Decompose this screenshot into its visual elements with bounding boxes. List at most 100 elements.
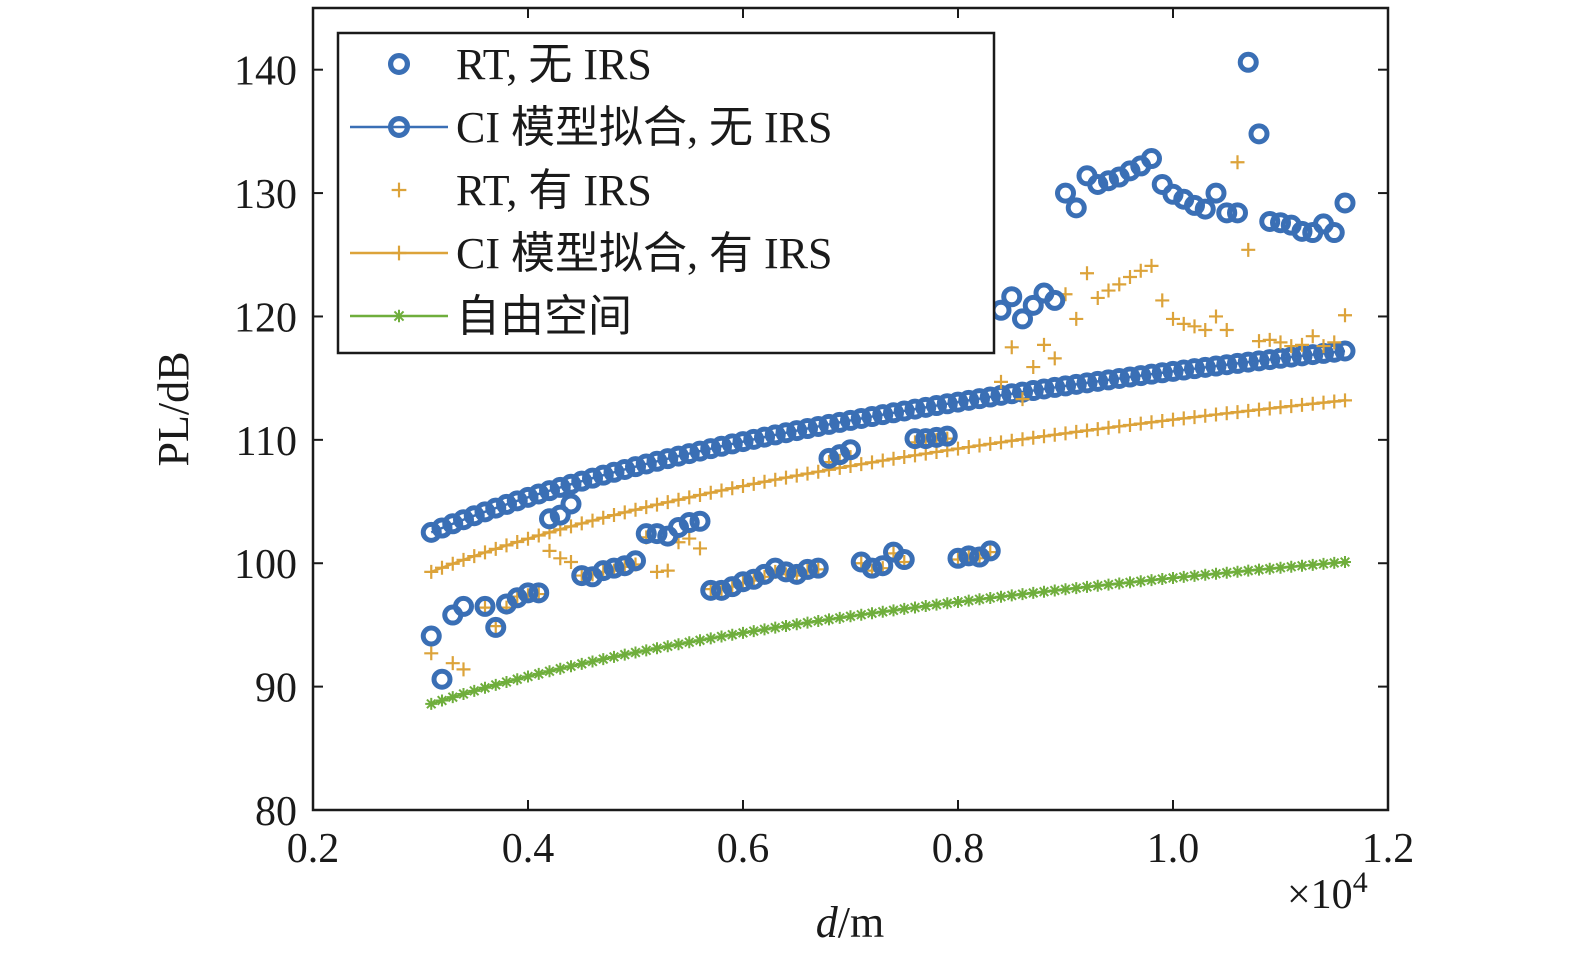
series-4-point-67: [1145, 574, 1158, 587]
series-3-point-81: [1295, 397, 1309, 412]
y-tick-label-2: 100: [234, 542, 297, 588]
x-axis-label-unit: /m: [838, 898, 884, 947]
series-3-point-7: [499, 538, 514, 553]
series-4-point-38: [833, 611, 846, 624]
series-3-point-53: [994, 435, 1008, 450]
series-1-point-3: [453, 509, 474, 531]
series-4-point-33: [780, 619, 792, 632]
series-1-point-73: [1205, 355, 1227, 377]
series-0-point-58: [1055, 182, 1076, 204]
series-0-point-8: [517, 582, 539, 604]
y-axis-label: PL/dB: [149, 352, 198, 467]
series-0-point-19: [635, 523, 657, 545]
series-3-point-61: [1080, 423, 1094, 438]
series-1-point-36: [807, 415, 829, 437]
x-tick-label-0: 0.2: [287, 826, 340, 872]
series-3-point-6: [488, 541, 503, 556]
series-4-point-53: [995, 590, 1007, 603]
series-4-point-85: [1339, 555, 1351, 568]
x-axis-label-variable: d: [816, 898, 839, 947]
x-tick-label-4: 1.0: [1147, 826, 1200, 872]
series-0-point-84: [1334, 192, 1356, 214]
series-4-point-22: [661, 640, 674, 653]
series-3-point-29: [736, 479, 750, 494]
legend-entry-4: 自由空间: [350, 292, 632, 341]
series-1-point-60: [1065, 373, 1087, 395]
series-2-point-81: [1316, 339, 1331, 354]
series-4-point-13: [565, 660, 577, 673]
series-4-point-50: [962, 594, 975, 607]
series-1-point-59: [1055, 375, 1076, 397]
series-0-point-78: [1270, 212, 1291, 234]
series-2-point-0: [424, 646, 439, 661]
series-4-point-76: [1242, 564, 1255, 577]
series-1-point-31: [754, 426, 775, 448]
series-4-point-32: [769, 621, 782, 634]
series-2-point-54: [1026, 360, 1041, 375]
series-0-point-57: [1044, 289, 1066, 311]
series-1-point-12: [549, 476, 571, 498]
series-1-point-48: [936, 393, 958, 415]
series-1-point-32: [764, 424, 786, 446]
series-1-point-10: [528, 483, 550, 505]
series-3-point-27: [714, 483, 729, 498]
series-4-point-20: [640, 644, 653, 657]
series-1-point-34: [786, 420, 808, 442]
series-2-point-10: [553, 551, 568, 566]
series-3-point-67: [1144, 415, 1159, 430]
series-4-point-7: [500, 675, 513, 688]
legend-entry-2-marker: [391, 182, 407, 198]
y-tick-label-4: 120: [234, 295, 297, 341]
series-4-point-73: [1210, 567, 1222, 580]
series-1: [420, 340, 1356, 543]
series-4-point-2: [446, 691, 459, 704]
series-0-point-10: [539, 508, 560, 530]
series-1-point-7: [496, 493, 517, 515]
series-4-point-30: [747, 625, 760, 638]
series-3-point-16: [596, 510, 611, 525]
series-2-point-56: [1047, 351, 1062, 366]
series-3-point-59: [1058, 426, 1073, 441]
series-3: [424, 393, 1352, 579]
series-0-point-72: [1205, 182, 1227, 204]
series-1-point-67: [1141, 363, 1162, 385]
series-1-point-51: [969, 388, 990, 410]
series-1-point-18: [614, 458, 636, 480]
series-1-point-29: [732, 431, 754, 453]
series-0-point-0: [420, 625, 442, 647]
series-4-point-65: [1124, 576, 1136, 589]
y-tick-label-3: 110: [236, 419, 297, 465]
series-3-point-21: [650, 497, 664, 512]
series-4-point-4: [468, 684, 481, 697]
series-3-point-49: [951, 441, 965, 456]
series-3-point-28: [725, 481, 740, 496]
series-1-point-75: [1227, 352, 1248, 374]
series-4: [425, 555, 1351, 710]
series-4-point-59: [1059, 583, 1072, 596]
series-0-point-66: [1141, 148, 1162, 170]
series-1-point-65: [1119, 366, 1141, 388]
series-1-point-63: [1098, 369, 1119, 391]
series-4-point-62: [1091, 579, 1104, 592]
series-1-point-20: [635, 453, 657, 475]
series-4-point-35: [801, 616, 814, 629]
series-0-point-24: [689, 510, 711, 532]
series-1-point-54: [1001, 383, 1023, 405]
series-3-point-75: [1230, 405, 1245, 420]
axis-ticks: 0.2 0.4 0.6 0.8 1.0 1.2 80 90 100 110 120 130 140: [234, 8, 1414, 872]
series-1-point-61: [1076, 372, 1098, 394]
series-1-point-23: [668, 445, 689, 467]
series-3-point-45: [908, 448, 922, 463]
series-4-point-24: [683, 636, 696, 649]
series-2-point-58: [1069, 311, 1084, 326]
series-2-point-63: [1123, 269, 1137, 284]
series-3-point-77: [1252, 402, 1266, 417]
series-4-point-78: [1263, 562, 1276, 575]
series-1-point-19: [625, 456, 646, 478]
series-1-point-70: [1173, 359, 1195, 381]
series-1-point-82: [1302, 344, 1324, 366]
series-2-point-80: [1305, 329, 1320, 344]
series-1-point-16: [592, 464, 614, 486]
series-1-point-79: [1270, 347, 1291, 369]
series-0-point-51: [979, 540, 1001, 562]
